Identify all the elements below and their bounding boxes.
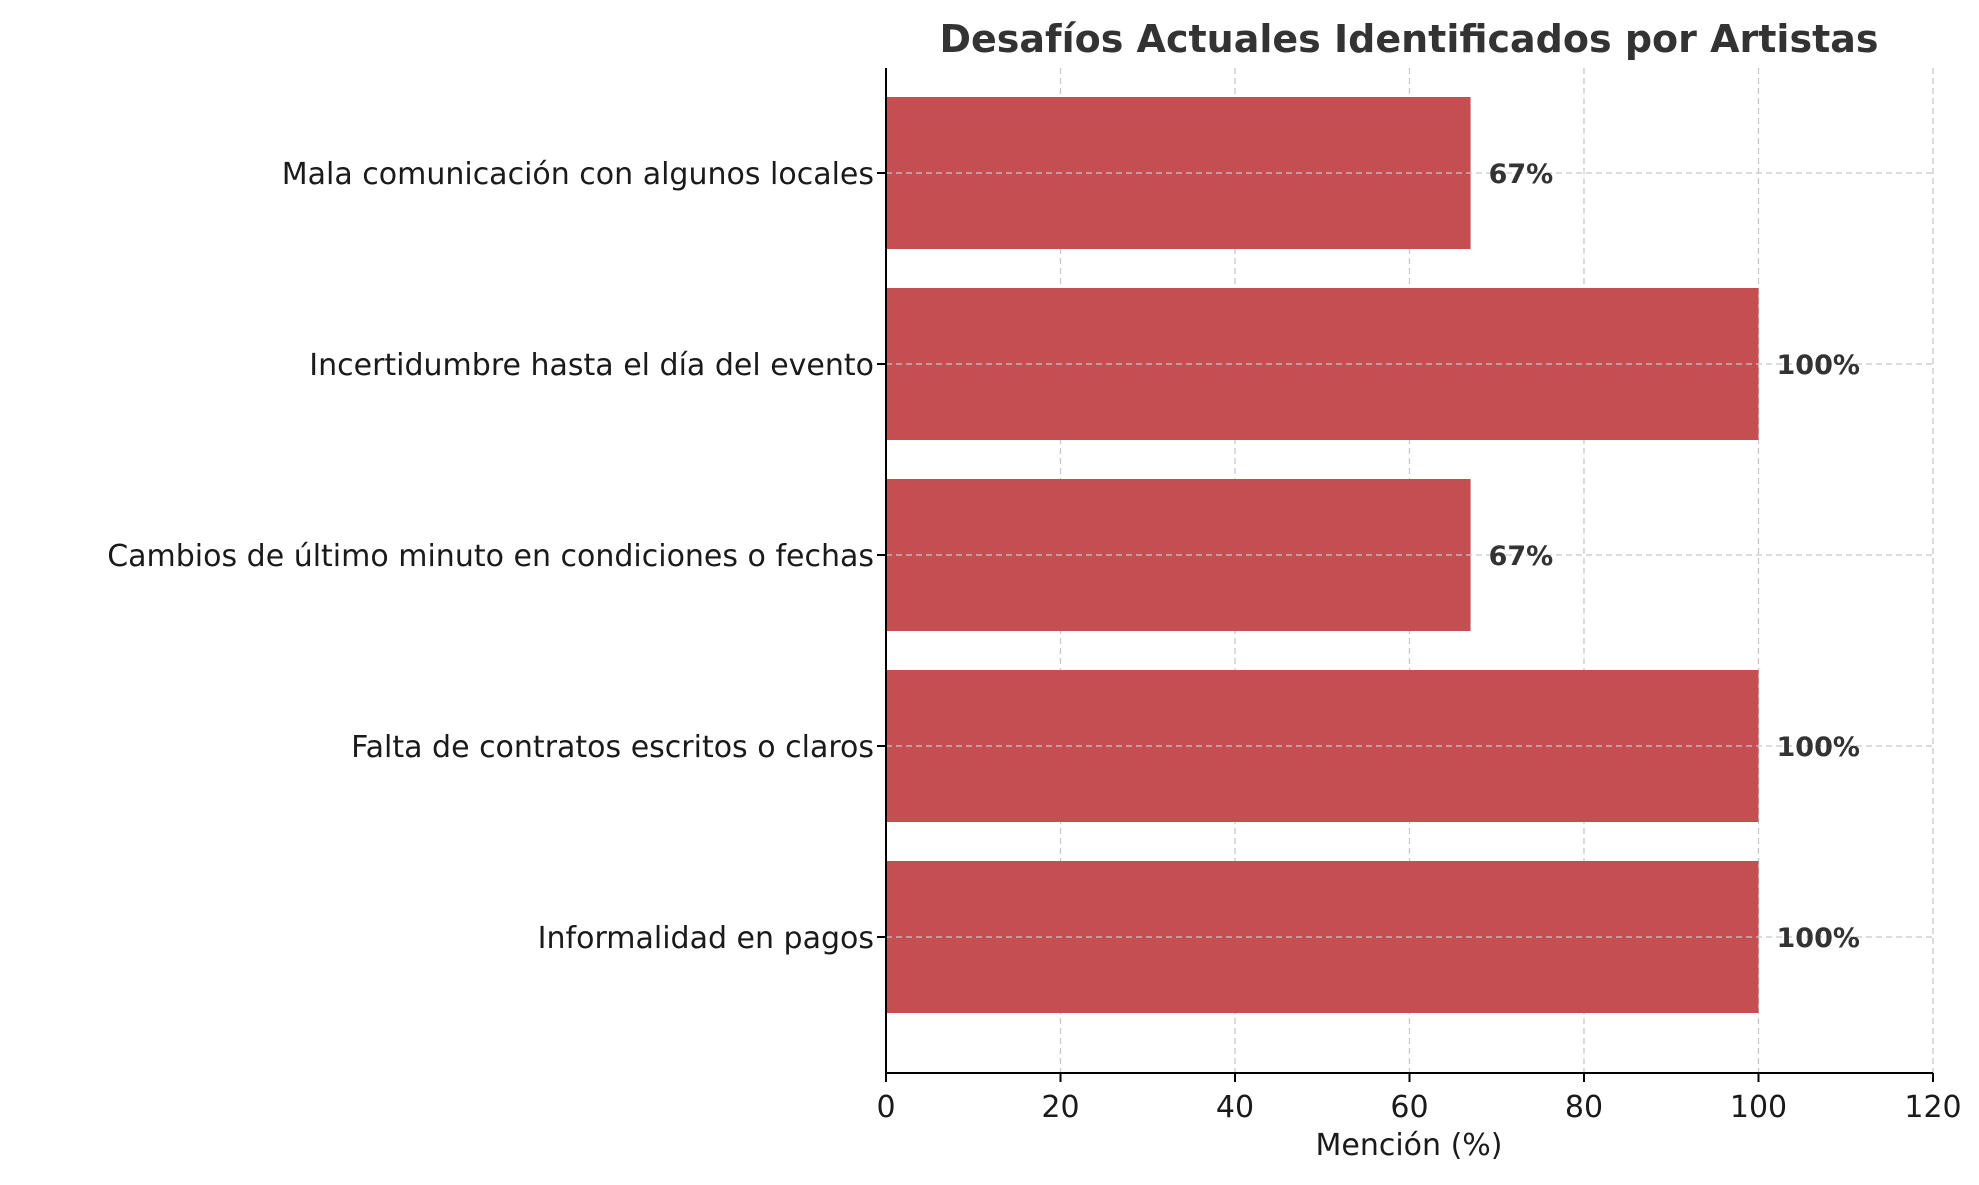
category-label: Informalidad en pagos — [538, 921, 874, 956]
data-label: 67% — [1489, 541, 1554, 572]
x-axis-label: Mención (%) — [1315, 1128, 1502, 1163]
x-tick-label: 100 — [1730, 1090, 1787, 1125]
category-label: Falta de contratos escritos o claros — [351, 730, 874, 765]
data-label: 67% — [1489, 159, 1554, 190]
category-label: Cambios de último minuto en condiciones … — [107, 539, 874, 574]
x-tick-label: 0 — [876, 1090, 895, 1125]
x-tick-label: 120 — [1904, 1090, 1961, 1125]
x-tick-label: 60 — [1390, 1090, 1428, 1125]
data-label-layer: 100% 100% 67% 100% 67% — [1489, 159, 1860, 954]
x-tick-label: 80 — [1565, 1090, 1603, 1125]
axis-layer: 0 20 40 60 80 100 120 Informalidad en pagos Falt… — [107, 68, 1962, 1125]
chart-title: Desafíos Actuales Identificados por Arti… — [939, 17, 1878, 61]
category-label: Mala comunicación con algunos locales — [282, 157, 874, 192]
category-label: Incertidumbre hasta el día del evento — [309, 348, 874, 383]
data-label: 100% — [1777, 923, 1860, 954]
x-tick-label: 40 — [1216, 1090, 1254, 1125]
data-label: 100% — [1777, 350, 1860, 381]
data-label: 100% — [1777, 732, 1860, 763]
x-tick-label: 20 — [1041, 1090, 1079, 1125]
